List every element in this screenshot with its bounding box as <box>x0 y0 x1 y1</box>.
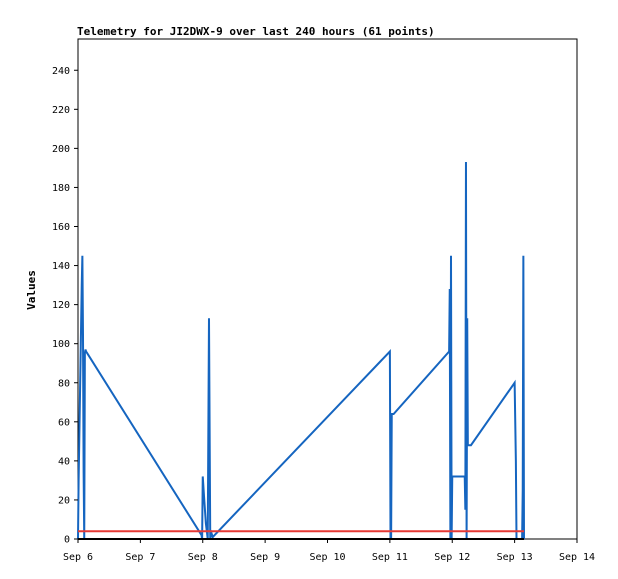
y-tick-label: 140 <box>52 261 70 272</box>
y-tick-label: 40 <box>58 456 70 467</box>
series-layer <box>77 162 525 540</box>
y-tick-label: 20 <box>58 495 70 506</box>
x-tick-label: Sep 13 <box>497 552 533 563</box>
y-tick-label: 240 <box>52 66 70 77</box>
x-tick-label: Sep 7 <box>125 552 155 563</box>
x-tick-label: Sep 12 <box>434 552 470 563</box>
y-tick-label: 220 <box>52 105 70 116</box>
y-tick-label: 160 <box>52 222 70 233</box>
y-axis-label: Values <box>25 270 38 310</box>
x-tick-label: Sep 8 <box>188 552 218 563</box>
x-axis: Sep 6 Sep 7 Sep 8 Sep 9 Sep 10 Sep 11 Sep 12 Se… <box>63 539 595 563</box>
y-tick-label: 60 <box>58 417 70 428</box>
y-tick-label: 80 <box>58 378 70 389</box>
y-tick-label: 120 <box>52 300 70 311</box>
chart-title: Telemetry for JI2DWX-9 over last 240 hou… <box>77 25 435 38</box>
x-tick-label: Sep 9 <box>250 552 280 563</box>
y-tick-label: 180 <box>52 183 70 194</box>
x-tick-label: Sep 14 <box>559 552 595 563</box>
y-tick-label: 100 <box>52 339 70 350</box>
x-tick-label: Sep 11 <box>372 552 408 563</box>
y-tick-label: 200 <box>52 144 70 155</box>
x-tick-label: Sep 10 <box>309 552 345 563</box>
series-line-0 <box>77 162 525 540</box>
plot-frame <box>77 38 578 540</box>
y-tick-label: 0 <box>64 535 70 546</box>
y-axis: 0 20 40 60 80 100 120 140 160 180 200 220 240 <box>52 66 78 546</box>
x-tick-label: Sep 6 <box>63 552 93 563</box>
